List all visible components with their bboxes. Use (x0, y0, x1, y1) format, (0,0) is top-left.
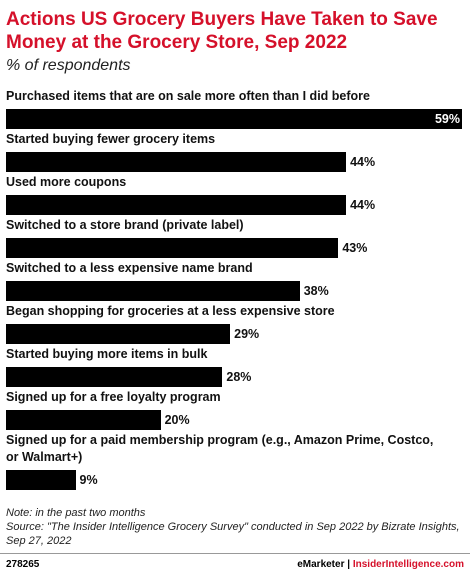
bar-track: 20% (6, 410, 464, 430)
source: Source: "The Insider Intelligence Grocer… (6, 521, 460, 547)
bar (6, 281, 300, 301)
bar-track: 59% (6, 109, 464, 129)
category-label: Started buying more items in bulk (6, 347, 208, 361)
category-label: Purchased items that are on sale more of… (6, 89, 370, 103)
value-label: 38% (303, 284, 329, 298)
category-label: Began shopping for groceries at a less e… (6, 304, 335, 318)
note: Note: in the past two months (6, 507, 146, 519)
bar-row: Started buying more items in bulk 28% (6, 346, 464, 387)
bar (6, 152, 347, 172)
value-label: 28% (226, 370, 252, 384)
chart-id: 278265 (6, 559, 40, 570)
bar-row: Used more coupons 44% (6, 174, 464, 215)
bar (6, 410, 161, 430)
bar-track: 29% (6, 324, 464, 344)
bar (6, 324, 231, 344)
category-label: Switched to a less expensive name brand (6, 261, 253, 275)
plot: Purchased items that are on sale more of… (6, 88, 464, 492)
value-label: 43% (342, 241, 368, 255)
value-label: 59% (434, 112, 460, 126)
category-label: Started buying fewer grocery items (6, 132, 216, 146)
bottom-bar: 278265 eMarketer | InsiderIntelligence.c… (0, 553, 470, 572)
value-label: 44% (350, 198, 376, 212)
chart-title: Actions US Grocery Buyers Have Taken to … (6, 9, 438, 53)
bar (6, 238, 339, 258)
category-label: Switched to a store brand (private label… (6, 218, 244, 232)
bar-row: Began shopping for groceries at a less e… (6, 303, 464, 344)
bar (6, 195, 347, 215)
bar-row: Switched to a less expensive name brand 3… (6, 260, 464, 301)
value-label: 44% (350, 155, 376, 169)
category-label: Used more coupons (6, 175, 127, 189)
bar-track: 38% (6, 281, 464, 301)
value-label: 20% (164, 413, 190, 427)
bar-row: Started buying fewer grocery items 44% (6, 131, 464, 172)
bar (6, 109, 462, 129)
bar (6, 470, 76, 490)
bar-row: Signed up for a paid membership program … (6, 432, 464, 490)
chart-subtitle: % of respondents (6, 57, 131, 74)
brand: eMarketer | InsiderIntelligence.com (297, 559, 464, 570)
value-label: 29% (234, 327, 260, 341)
bar-row: Purchased items that are on sale more of… (6, 88, 464, 129)
category-label: Signed up for a free loyalty program (6, 390, 221, 404)
footer: Note: in the past two months Source: "Th… (6, 506, 466, 548)
category-label: Signed up for a paid membership program … (6, 433, 434, 464)
bar-track: 9% (6, 470, 464, 490)
bar-track: 43% (6, 238, 464, 258)
brand-name: eMarketer (297, 559, 345, 570)
bar-row: Switched to a store brand (private label… (6, 217, 464, 258)
bar-row: Signed up for a free loyalty program 20% (6, 389, 464, 430)
bar-track: 28% (6, 367, 464, 387)
bar-track: 44% (6, 152, 464, 172)
bar (6, 367, 223, 387)
value-label: 9% (79, 473, 98, 487)
brand-site: InsiderIntelligence.com (352, 559, 464, 570)
bar-track: 44% (6, 195, 464, 215)
